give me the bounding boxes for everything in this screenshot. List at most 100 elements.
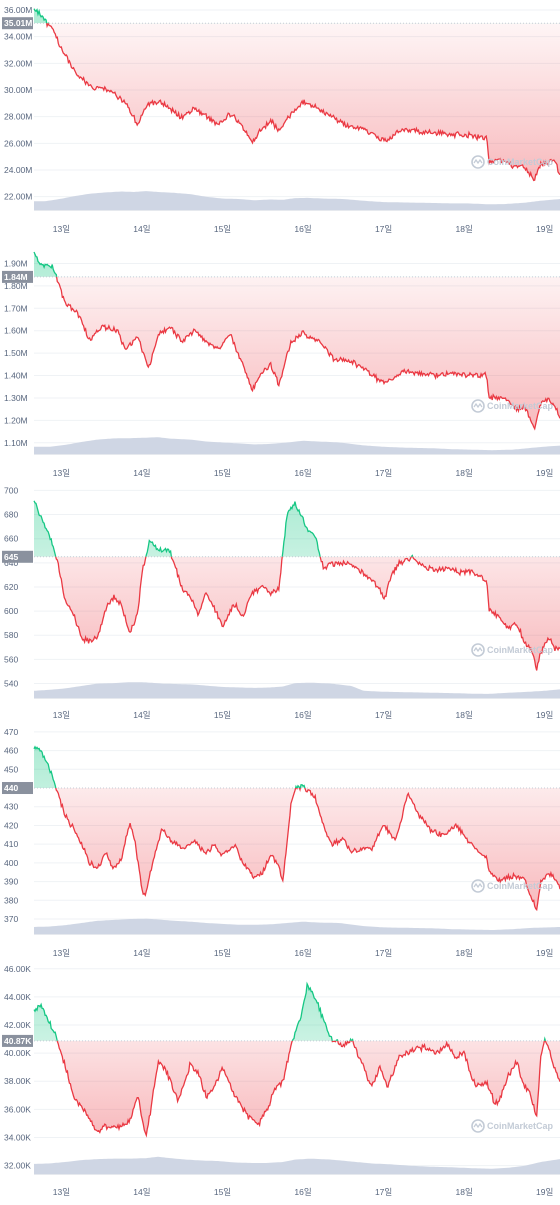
volume-area xyxy=(34,1156,560,1174)
x-tick-label: 14일 xyxy=(133,468,150,478)
y-tick-label: 26.00M xyxy=(4,138,32,148)
y-tick-label: 560 xyxy=(4,654,18,664)
area-below-baseline xyxy=(56,276,560,429)
price-line-up xyxy=(33,981,547,1041)
x-tick-label: 15일 xyxy=(214,224,231,234)
area-below-baseline xyxy=(34,556,560,671)
y-tick-label: 1.70M xyxy=(4,303,28,313)
x-tick-label: 17일 xyxy=(375,710,392,720)
coinmarketcap-logo-icon xyxy=(471,643,485,657)
x-tick-label: 18일 xyxy=(456,468,473,478)
x-tick-label: 17일 xyxy=(375,948,392,958)
x-tick-label: 18일 xyxy=(456,948,473,958)
baseline-value: 40.87K xyxy=(4,1036,32,1046)
y-tick-label: 1.20M xyxy=(4,415,28,425)
y-tick-label: 46.00K xyxy=(4,964,31,974)
y-tick-label: 1.90M xyxy=(4,258,28,268)
x-tick-label: 13일 xyxy=(53,710,70,720)
x-tick-label: 14일 xyxy=(133,1187,150,1197)
price-line-down xyxy=(55,556,560,671)
y-tick-label: 470 xyxy=(4,727,18,737)
baseline-value: 35.01M xyxy=(4,18,32,28)
baseline-value: 440 xyxy=(4,783,18,793)
x-tick-label: 18일 xyxy=(456,224,473,234)
x-tick-label: 13일 xyxy=(53,1187,70,1197)
watermark-text: CoinMarketCap xyxy=(487,401,554,411)
y-tick-label: 660 xyxy=(4,534,18,544)
y-tick-label: 28.00M xyxy=(4,112,32,122)
y-tick-label: 460 xyxy=(4,746,18,756)
baseline-badge: 35.01M xyxy=(2,17,33,30)
y-tick-label: 36.00M xyxy=(4,5,32,15)
y-tick-label: 450 xyxy=(4,764,18,774)
x-tick-label: 19일 xyxy=(536,710,553,720)
baseline-badge: 645 xyxy=(2,550,33,563)
x-tick-label: 17일 xyxy=(375,224,392,234)
y-tick-label: 410 xyxy=(4,839,18,849)
price-chart-2[interactable]: 1.90M 1.80M 1.70M 1.60M 1.50M 1.40M 1.30M 1.20M… xyxy=(0,244,560,486)
y-tick-label: 370 xyxy=(4,914,18,924)
x-tick-label: 18일 xyxy=(456,1187,473,1197)
y-tick-label: 36.00K xyxy=(4,1104,31,1114)
y-tick-label: 420 xyxy=(4,820,18,830)
x-tick-label: 19일 xyxy=(536,948,553,958)
x-tick-label: 19일 xyxy=(536,468,553,478)
x-tick-label: 16일 xyxy=(294,710,311,720)
x-tick-label: 15일 xyxy=(214,948,231,958)
x-tick-label: 15일 xyxy=(214,468,231,478)
baseline-badge: 440 xyxy=(2,782,33,795)
watermark-text: CoinMarketCap xyxy=(487,881,554,891)
x-tick-label: 16일 xyxy=(294,224,311,234)
price-line-down xyxy=(45,23,560,182)
baseline-badge: 1.84M xyxy=(2,270,33,283)
coinmarketcap-logo-icon xyxy=(471,1119,485,1133)
x-tick-label: 14일 xyxy=(133,224,150,234)
watermark-text: CoinMarketCap xyxy=(487,157,554,167)
baseline-value: 645 xyxy=(4,552,18,562)
volume-area xyxy=(34,191,560,210)
y-tick-label: 390 xyxy=(4,877,18,887)
x-tick-label: 15일 xyxy=(214,1187,231,1197)
x-tick-label: 14일 xyxy=(133,948,150,958)
y-tick-label: 540 xyxy=(4,679,18,689)
area-below-baseline xyxy=(46,23,560,181)
x-tick-label: 13일 xyxy=(53,468,70,478)
y-tick-label: 1.60M xyxy=(4,326,28,336)
y-tick-label: 620 xyxy=(4,582,18,592)
y-tick-label: 700 xyxy=(4,485,18,495)
y-tick-label: 30.00M xyxy=(4,85,32,95)
price-chart-3[interactable]: 700 680 660 640 620 600 580 560 540 CoinMarketCap… xyxy=(0,484,560,728)
y-tick-label: 24.00M xyxy=(4,165,32,175)
y-tick-label: 32.00K xyxy=(4,1161,31,1171)
y-tick-label: 1.30M xyxy=(4,393,28,403)
volume-area xyxy=(34,682,560,698)
watermark-text: CoinMarketCap xyxy=(487,1121,554,1131)
baseline-badge: 40.87K xyxy=(2,1034,33,1047)
area-below-baseline xyxy=(55,788,560,910)
price-line-up xyxy=(33,500,414,557)
y-tick-label: 580 xyxy=(4,630,18,640)
price-chart-1[interactable]: 36.00M 34.00M 32.00M 30.00M 28.00M 26.00M 24.0… xyxy=(0,0,560,242)
volume-area xyxy=(34,918,560,934)
x-tick-label: 16일 xyxy=(294,948,311,958)
y-tick-label: 600 xyxy=(4,606,18,616)
y-tick-label: 22.00M xyxy=(4,192,32,202)
y-tick-label: 1.50M xyxy=(4,348,28,358)
y-tick-label: 680 xyxy=(4,510,18,520)
price-line-down xyxy=(56,1040,560,1138)
y-tick-label: 1.40M xyxy=(4,371,28,381)
price-chart-4[interactable]: 470 460 450 430 420 410 400 390 380 370 CoinMarket… xyxy=(0,726,560,966)
y-tick-label: 38.00K xyxy=(4,1076,31,1086)
x-tick-label: 19일 xyxy=(536,1187,553,1197)
x-tick-label: 15일 xyxy=(214,710,231,720)
price-line-down xyxy=(55,788,560,912)
y-tick-label: 34.00M xyxy=(4,32,32,42)
x-tick-label: 13일 xyxy=(53,224,70,234)
price-chart-5[interactable]: 46.00K 44.00K 42.00K 40.00K 38.00K 36.00K 34.0… xyxy=(0,962,560,1205)
y-tick-label: 42.00K xyxy=(4,1020,31,1030)
y-tick-label: 400 xyxy=(4,858,18,868)
coinmarketcap-logo-icon xyxy=(471,879,485,893)
x-tick-label: 18일 xyxy=(456,710,473,720)
price-line-down xyxy=(55,276,560,431)
